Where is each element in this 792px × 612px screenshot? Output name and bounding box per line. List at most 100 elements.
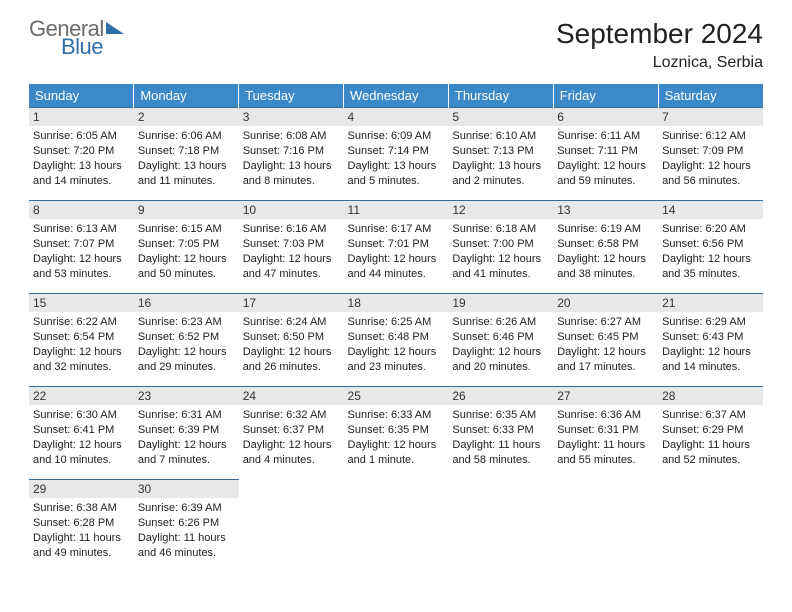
weekday-header-row: Sunday Monday Tuesday Wednesday Thursday… (29, 84, 763, 108)
day-number: 16 (134, 294, 239, 312)
sunset-line: Sunset: 7:00 PM (452, 237, 549, 252)
sunrise-line: Sunrise: 6:23 AM (138, 315, 235, 330)
day-number: 23 (134, 387, 239, 405)
day-cell: 19Sunrise: 6:26 AMSunset: 6:46 PMDayligh… (448, 294, 553, 387)
sunset-line: Sunset: 6:35 PM (348, 423, 445, 438)
daylight-line: Daylight: 13 hours (452, 159, 549, 174)
sunset-line: Sunset: 6:33 PM (452, 423, 549, 438)
daylight-line: and 20 minutes. (452, 360, 549, 375)
sunset-line: Sunset: 7:11 PM (557, 144, 654, 159)
sunrise-line: Sunrise: 6:08 AM (243, 129, 340, 144)
week-row: 15 Sunrise: 6:22 AMSunset: 6:54 PM Dayligh… (29, 294, 763, 387)
sunset-line: Sunset: 7:09 PM (662, 144, 759, 159)
day-number: 14 (658, 201, 763, 219)
day-cell: 17Sunrise: 6:24 AMSunset: 6:50 PMDayligh… (239, 294, 344, 387)
daylight-line: Daylight: 11 hours (138, 531, 235, 546)
daylight-line: Daylight: 12 hours (662, 345, 759, 360)
daylight-line: and 11 minutes. (138, 174, 235, 189)
daylight-line: Daylight: 13 hours (348, 159, 445, 174)
sunset-line: Sunset: 6:56 PM (662, 237, 759, 252)
sunset-line: Sunset: 6:48 PM (348, 330, 445, 345)
day-cell: 30Sunrise: 6:39 AMSunset: 6:26 PMDayligh… (134, 480, 239, 573)
sunrise-line: Sunrise: 6:22 AM (33, 315, 130, 330)
day-number: 18 (344, 294, 449, 312)
sunrise-line: Sunrise: 6:06 AM (138, 129, 235, 144)
day-number: 30 (134, 480, 239, 498)
week-row: 22Sunrise: 6:30 AMSunset: 6:41 PMDayligh… (29, 387, 763, 480)
sunset-line: Sunset: 6:37 PM (243, 423, 340, 438)
day-cell (658, 480, 763, 573)
daylight-line: Daylight: 13 hours (243, 159, 340, 174)
sunrise-line: Sunrise: 6:25 AM (348, 315, 445, 330)
day-number: 7 (658, 108, 763, 126)
daylight-line: and 35 minutes. (662, 267, 759, 282)
daylight-line: Daylight: 12 hours (33, 252, 130, 267)
day-number: 17 (239, 294, 344, 312)
daylight-line: and 10 minutes. (33, 453, 130, 468)
header: General Blue September 2024 Loznica, Ser… (29, 18, 763, 72)
day-number: 25 (344, 387, 449, 405)
sunrise-line: Sunrise: 6:26 AM (452, 315, 549, 330)
day-cell: 5Sunrise: 6:10 AMSunset: 7:13 PMDaylight… (448, 108, 553, 201)
daylight-line: and 8 minutes. (243, 174, 340, 189)
day-cell: 21Sunrise: 6:29 AMSunset: 6:43 PMDayligh… (658, 294, 763, 387)
daylight-line: and 7 minutes. (138, 453, 235, 468)
sunrise-line: Sunrise: 6:16 AM (243, 222, 340, 237)
day-number: 22 (29, 387, 134, 405)
day-cell: 1Sunrise: 6:05 AMSunset: 7:20 PMDaylight… (29, 108, 134, 201)
day-cell: 2Sunrise: 6:06 AMSunset: 7:18 PMDaylight… (134, 108, 239, 201)
day-cell: 23Sunrise: 6:31 AMSunset: 6:39 PMDayligh… (134, 387, 239, 480)
daylight-line: Daylight: 12 hours (348, 438, 445, 453)
daylight-line: and 14 minutes. (662, 360, 759, 375)
sunset-line: Sunset: 6:39 PM (138, 423, 235, 438)
sunset-line: Sunset: 7:13 PM (452, 144, 549, 159)
daylight-line: and 26 minutes. (243, 360, 340, 375)
day-number: 4 (344, 108, 449, 126)
week-row: 8Sunrise: 6:13 AMSunset: 7:07 PMDaylight… (29, 201, 763, 294)
day-cell: 9Sunrise: 6:15 AMSunset: 7:05 PMDaylight… (134, 201, 239, 294)
weekday-header: Wednesday (344, 84, 449, 108)
daylight-line: Daylight: 11 hours (662, 438, 759, 453)
daylight-line: and 53 minutes. (33, 267, 130, 282)
day-cell: 4Sunrise: 6:09 AMSunset: 7:14 PMDaylight… (344, 108, 449, 201)
daylight-line: and 32 minutes. (33, 360, 130, 375)
sunrise-line: Sunrise: 6:11 AM (557, 129, 654, 144)
sunset-line: Sunset: 6:54 PM (33, 330, 130, 345)
day-cell (239, 480, 344, 573)
day-cell: 22Sunrise: 6:30 AMSunset: 6:41 PMDayligh… (29, 387, 134, 480)
day-number: 9 (134, 201, 239, 219)
sunrise-line: Sunrise: 6:36 AM (557, 408, 654, 423)
sunrise-line: Sunrise: 6:10 AM (452, 129, 549, 144)
daylight-line: Daylight: 12 hours (243, 438, 340, 453)
daylight-line: and 4 minutes. (243, 453, 340, 468)
sunset-line: Sunset: 7:05 PM (138, 237, 235, 252)
day-number: 6 (553, 108, 658, 126)
daylight-line: Daylight: 12 hours (243, 252, 340, 267)
daylight-line: and 23 minutes. (348, 360, 445, 375)
daylight-line: Daylight: 12 hours (452, 252, 549, 267)
sunset-line: Sunset: 6:41 PM (33, 423, 130, 438)
title-block: September 2024 Loznica, Serbia (556, 18, 763, 72)
daylight-line: Daylight: 11 hours (557, 438, 654, 453)
daylight-line: and 29 minutes. (138, 360, 235, 375)
weekday-header: Monday (134, 84, 239, 108)
day-number: 1 (29, 108, 134, 126)
sunset-line: Sunset: 7:01 PM (348, 237, 445, 252)
sunrise-line: Sunrise: 6:18 AM (452, 222, 549, 237)
day-number: 3 (239, 108, 344, 126)
sunrise-line: Sunrise: 6:20 AM (662, 222, 759, 237)
day-cell: 3Sunrise: 6:08 AMSunset: 7:16 PMDaylight… (239, 108, 344, 201)
day-number: 15 (29, 294, 134, 312)
sunset-line: Sunset: 7:07 PM (33, 237, 130, 252)
day-number: 11 (344, 201, 449, 219)
daylight-line: and 14 minutes. (33, 174, 130, 189)
sunrise-line: Sunrise: 6:24 AM (243, 315, 340, 330)
daylight-line: Daylight: 12 hours (138, 345, 235, 360)
sunset-line: Sunset: 6:52 PM (138, 330, 235, 345)
day-cell: 11Sunrise: 6:17 AMSunset: 7:01 PMDayligh… (344, 201, 449, 294)
day-cell: 20Sunrise: 6:27 AMSunset: 6:45 PMDayligh… (553, 294, 658, 387)
sunrise-line: Sunrise: 6:35 AM (452, 408, 549, 423)
day-number: 12 (448, 201, 553, 219)
sunrise-line: Sunrise: 6:17 AM (348, 222, 445, 237)
daylight-line: Daylight: 12 hours (452, 345, 549, 360)
